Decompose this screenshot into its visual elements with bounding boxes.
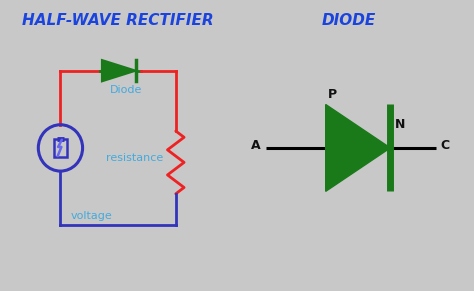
Text: resistance: resistance [106,152,163,163]
Text: P: P [328,88,337,101]
Text: Diode: Diode [110,85,142,95]
Text: HALF-WAVE RECTIFIER: HALF-WAVE RECTIFIER [22,13,214,28]
Text: DIODE: DIODE [322,13,376,28]
Polygon shape [326,104,390,191]
Text: C: C [440,139,449,152]
Polygon shape [102,60,136,81]
Text: A: A [251,139,260,152]
Text: voltage: voltage [71,211,112,221]
Text: N: N [395,118,405,131]
